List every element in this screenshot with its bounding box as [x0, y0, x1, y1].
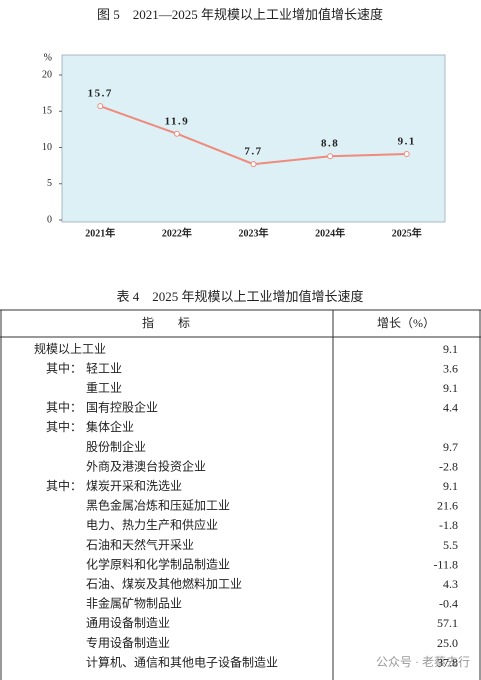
row-label: 计算机、通信和其他电子设备制造业 — [86, 654, 278, 669]
row-value: 37.8 — [437, 655, 458, 669]
row-label: 石油、煤炭及其他燃料加工业 — [86, 576, 242, 591]
row-value: -2.8 — [439, 459, 458, 473]
row-value: -11.8 — [433, 557, 458, 571]
data-label: 15.7 — [88, 88, 113, 100]
x-tick-label: 2025年 — [392, 226, 422, 239]
table-title: 表 4 2025 年规模以上工业增加值增长速度 — [116, 289, 363, 304]
data-label: 9.1 — [398, 136, 416, 148]
y-tick-label: 5 — [47, 178, 52, 189]
row-label: 国有控股企业 — [86, 400, 158, 415]
point — [250, 161, 257, 168]
row-value: 4.3 — [443, 577, 458, 591]
row-value: 9.1 — [443, 342, 458, 356]
row-label: 重工业 — [86, 381, 122, 395]
row-label: 股份制企业 — [86, 439, 146, 454]
data-label: 11.9 — [165, 115, 190, 127]
row-label: 电力、热力生产和供应业 — [86, 517, 218, 532]
y-tick-label: 0 — [47, 214, 52, 225]
row-label: 煤炭开采和洗选业 — [86, 479, 182, 493]
x-tick-label: 2023年 — [239, 226, 269, 239]
table-header: 指 标 — [142, 315, 190, 330]
row-label: 规模以上工业 — [34, 341, 106, 356]
row-label: 轻工业 — [86, 361, 122, 375]
row-value: 4.4 — [443, 401, 458, 415]
row-prefix: 其中： — [46, 400, 82, 415]
row-label: 外商及港澳台投资企业 — [86, 458, 206, 473]
point — [173, 130, 180, 137]
row-value: 3.6 — [443, 361, 458, 375]
row-value: 57.1 — [437, 616, 458, 630]
y-tick-label: 15 — [42, 106, 52, 117]
row-label: 专用设备制造业 — [86, 635, 170, 650]
row-prefix: 其中： — [46, 478, 82, 493]
row-value: -1.8 — [439, 518, 458, 532]
row-label: 通用设备制造业 — [86, 616, 170, 630]
chart-title: 图 5 2021—2025 年规模以上工业增加值增长速度 — [97, 7, 383, 22]
row-label: 非金属矿物制品业 — [86, 596, 182, 611]
row-value: 9.1 — [443, 479, 458, 493]
x-tick-label: 2024年 — [315, 226, 345, 239]
point — [97, 103, 104, 110]
y-tick-label: 20 — [42, 69, 52, 80]
row-value: 21.6 — [437, 499, 458, 513]
watermark: 公众号 · 老蔡去行 — [376, 655, 470, 669]
row-value: -0.4 — [439, 597, 458, 611]
x-tick-label: 2021年 — [85, 226, 115, 239]
row-prefix: 其中： — [46, 360, 82, 375]
row-label: 化学原料和化学制品制造业 — [86, 556, 230, 571]
row-value: 9.1 — [443, 381, 458, 395]
table-header: 增长（%） — [377, 316, 435, 330]
row-value: 5.5 — [443, 538, 458, 552]
point — [403, 151, 410, 158]
row-label: 黑色金属冶炼和压延加工业 — [86, 498, 230, 513]
row-label: 石油和天然气开采业 — [86, 537, 194, 552]
row-label: 集体企业 — [86, 419, 134, 434]
x-tick-label: 2022年 — [162, 226, 192, 239]
data-label: 8.8 — [321, 138, 339, 150]
y-tick-label: 10 — [42, 142, 52, 153]
y-axis-label: % — [44, 52, 52, 63]
plot-area — [61, 54, 446, 223]
point — [327, 153, 334, 160]
row-value: 25.0 — [437, 636, 458, 650]
row-prefix: 其中： — [46, 419, 82, 434]
row-value: 9.7 — [443, 440, 458, 454]
data-label: 7.7 — [244, 146, 262, 158]
